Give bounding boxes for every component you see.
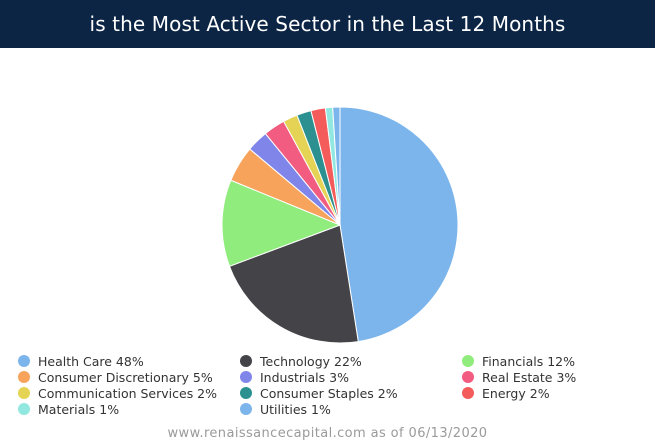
chart-title: is the Most Active Sector in the Last 12… <box>89 12 566 36</box>
legend-swatch <box>462 355 474 367</box>
legend-swatch <box>462 387 474 399</box>
legend-item-materials[interactable]: Materials 1% <box>18 401 240 417</box>
legend-label: Technology 22% <box>260 353 362 369</box>
legend-label: Consumer Discretionary 5% <box>38 369 213 385</box>
legend-item-consumer-discretionary[interactable]: Consumer Discretionary 5% <box>18 369 240 385</box>
header-bar: is the Most Active Sector in the Last 12… <box>0 0 655 48</box>
legend-item-industrials[interactable]: Industrials 3% <box>240 369 462 385</box>
legend-item-technology[interactable]: Technology 22% <box>240 353 462 369</box>
legend-label: Industrials 3% <box>260 369 349 385</box>
legend-item-financials[interactable]: Financials 12% <box>462 353 648 369</box>
legend-swatch <box>462 371 474 383</box>
legend-item-health-care[interactable]: Health Care 48% <box>18 353 240 369</box>
legend-swatch <box>240 403 252 415</box>
legend-label: Consumer Staples 2% <box>260 385 398 401</box>
legend-item-consumer-staples[interactable]: Consumer Staples 2% <box>240 385 462 401</box>
legend-swatch <box>18 355 30 367</box>
legend-label: Materials 1% <box>38 401 120 417</box>
legend-swatch <box>18 387 30 399</box>
legend-swatch <box>240 387 252 399</box>
legend-item-communication-services[interactable]: Communication Services 2% <box>18 385 240 401</box>
legend-item-utilities[interactable]: Utilities 1% <box>240 401 462 417</box>
pie-slice-health-care[interactable] <box>339 106 459 343</box>
legend-label: Real Estate 3% <box>482 369 577 385</box>
legend: Health Care 48% Technology 22% Financials … <box>18 353 648 417</box>
source-note: www.renaissancecapital.com as of 06/13/2… <box>167 426 488 441</box>
legend-label: Energy 2% <box>482 385 550 401</box>
pie-slice-utilities[interactable] <box>332 106 341 226</box>
legend-label: Communication Services 2% <box>38 385 218 401</box>
legend-swatch <box>18 403 30 415</box>
legend-label: Health Care 48% <box>38 353 144 369</box>
legend-swatch <box>240 355 252 367</box>
pie-chart <box>221 106 459 344</box>
legend-item-real-estate[interactable]: Real Estate 3% <box>462 369 648 385</box>
pie-slice-financials[interactable] <box>221 179 342 267</box>
legend-label: Utilities 1% <box>260 401 331 417</box>
legend-swatch <box>240 371 252 383</box>
legend-swatch <box>18 371 30 383</box>
legend-label: Financials 12% <box>482 353 576 369</box>
legend-item-energy[interactable]: Energy 2% <box>462 385 648 401</box>
